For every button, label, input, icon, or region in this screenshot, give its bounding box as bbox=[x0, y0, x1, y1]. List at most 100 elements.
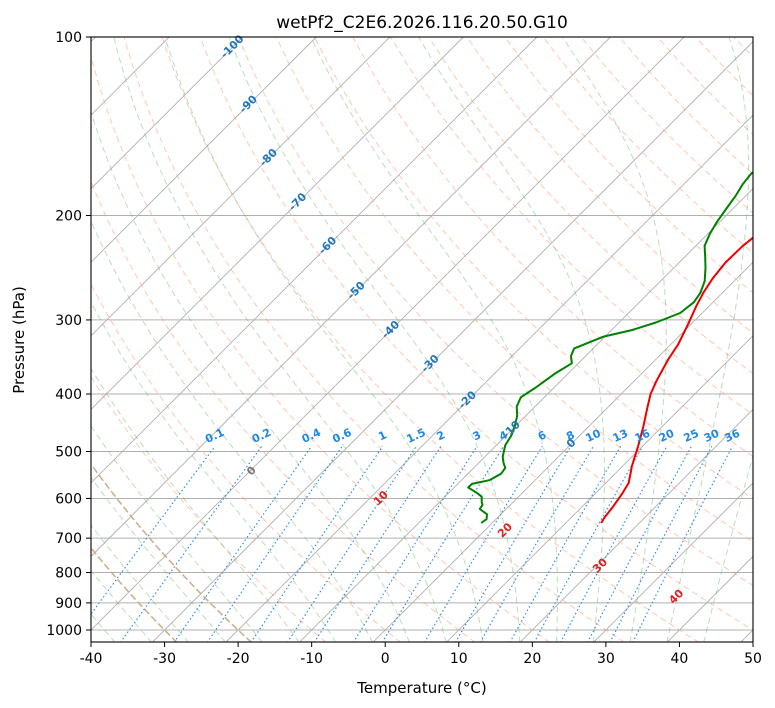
mixing-ratio-label: 36 bbox=[723, 427, 743, 445]
dry-adiabat-line bbox=[352, 37, 753, 458]
moist-adiabat-line bbox=[666, 37, 750, 642]
mixing-ratio-label: 0.1 bbox=[203, 426, 226, 446]
chart-title: wetPf2_C2E6.2026.116.20.50.G10 bbox=[276, 13, 568, 33]
mixing-ratio-label: 0.6 bbox=[330, 426, 353, 446]
isotherm-label: -30 bbox=[419, 352, 442, 375]
isotherm-label: -20 bbox=[456, 388, 479, 411]
mixing-ratio-line bbox=[424, 446, 543, 642]
dry-adiabat-highlight bbox=[91, 462, 253, 642]
x-tick-label: 50 bbox=[744, 651, 762, 667]
isotherm-line bbox=[446, 335, 753, 642]
moist-adiabat-line bbox=[164, 37, 484, 642]
mixing-ratio-label: 6 bbox=[536, 428, 549, 443]
isotherm-line bbox=[91, 37, 538, 484]
isotherm-label: -40 bbox=[379, 318, 402, 341]
mixing-ratio-line bbox=[533, 446, 644, 642]
mixing-ratio-line bbox=[313, 445, 442, 642]
isotherm-line bbox=[91, 37, 317, 263]
mixing-ratio-label: 1.5 bbox=[405, 426, 428, 446]
isotherm-line bbox=[91, 37, 611, 558]
y-tick-label: 1000 bbox=[46, 623, 82, 639]
mixing-ratio-line bbox=[250, 445, 384, 642]
dry-adiabat-line bbox=[91, 463, 252, 642]
dry-adiabat-line bbox=[695, 37, 753, 97]
isotherm-label: -50 bbox=[345, 279, 368, 302]
dry-adiabat-line bbox=[91, 180, 476, 642]
dry-adiabat-line bbox=[161, 37, 700, 642]
mixing-ratio-line bbox=[120, 445, 263, 642]
isotherm-line bbox=[372, 261, 753, 642]
mixing-ratio-line bbox=[173, 445, 312, 642]
moist-adiabat-line bbox=[310, 37, 558, 642]
isotherm-line bbox=[91, 37, 685, 631]
mixing-ratio-label: 16 bbox=[633, 427, 653, 445]
moist-adiabat-line bbox=[91, 110, 410, 642]
x-tick-label: 20 bbox=[523, 651, 541, 667]
mixing-ratio-label: 1 bbox=[376, 428, 388, 443]
isotherm-line bbox=[666, 555, 753, 642]
mixing-ratio-label: 0.4 bbox=[300, 426, 323, 446]
dewpoint-profile-line bbox=[467, 171, 753, 524]
x-tick-label: -20 bbox=[227, 651, 250, 667]
x-tick-label: 40 bbox=[671, 651, 689, 667]
y-tick-label: 700 bbox=[55, 531, 82, 547]
y-tick-label: 800 bbox=[55, 566, 82, 582]
isotherm-line bbox=[91, 37, 391, 337]
moist-adiabat-line bbox=[91, 569, 153, 642]
mixing-ratio-line bbox=[381, 446, 505, 642]
mixing-ratio-line bbox=[609, 446, 713, 642]
x-tick-label: 0 bbox=[381, 651, 390, 667]
dry-adiabat-line bbox=[466, 37, 753, 334]
y-axis: 1000 900 800 700 600 500 400 300 200 100 bbox=[46, 30, 91, 639]
isotherm-label: -90 bbox=[237, 92, 260, 115]
dry-adiabat-line bbox=[237, 37, 753, 587]
x-tick-label: -40 bbox=[80, 651, 103, 667]
isotherm-label: -60 bbox=[316, 234, 339, 257]
mixing-ratio-line bbox=[287, 445, 417, 642]
moist-adiabat-line bbox=[91, 425, 263, 642]
moist-adiabat-label: 0 bbox=[244, 463, 259, 478]
y-tick-label: 900 bbox=[55, 596, 82, 612]
temperature-profile-line bbox=[600, 236, 753, 524]
moist-adiabat-line bbox=[91, 476, 226, 642]
moist-adiabat-line bbox=[228, 37, 521, 642]
moist-adiabat-line bbox=[418, 37, 605, 642]
mixing-ratio-line bbox=[206, 445, 343, 642]
y-tick-label: 400 bbox=[55, 387, 82, 403]
isotherm-line bbox=[225, 114, 753, 642]
dry-adiabat-line bbox=[199, 37, 753, 631]
y-tick-label: 200 bbox=[55, 209, 82, 225]
moist-adiabat-label: 40 bbox=[666, 586, 686, 606]
moist-adiabat-line bbox=[91, 367, 300, 642]
mixing-ratio-label: 20 bbox=[657, 427, 677, 445]
isotherm-line bbox=[519, 408, 753, 642]
moist-adiabat-line bbox=[91, 524, 189, 642]
isotherm-line bbox=[91, 37, 243, 190]
dry-adiabat-line bbox=[91, 283, 401, 642]
x-tick-label: 10 bbox=[450, 651, 468, 667]
x-tick-label: 30 bbox=[597, 651, 615, 667]
mixing-ratio-line bbox=[353, 445, 478, 642]
y-tick-label: 100 bbox=[55, 30, 82, 46]
mixing-ratio-line bbox=[509, 446, 622, 642]
isotherm-label: -80 bbox=[257, 146, 280, 169]
isotherm-line bbox=[151, 40, 753, 642]
mixing-ratio-label: 10 bbox=[583, 427, 603, 445]
dry-adiabat-line bbox=[504, 37, 753, 294]
moist-adiabat-label: 20 bbox=[495, 520, 515, 540]
dry-adiabat-line bbox=[275, 37, 753, 543]
background-lines bbox=[91, 37, 753, 642]
mixing-ratio-label: 13 bbox=[611, 427, 630, 445]
moist-adiabat-line bbox=[703, 454, 753, 642]
plot-frame bbox=[90, 36, 754, 643]
mixing-ratio-line bbox=[632, 446, 733, 642]
x-tick-label: -30 bbox=[153, 651, 176, 667]
moist-adiabat-line bbox=[91, 301, 337, 642]
moist-adiabat-line bbox=[562, 37, 667, 642]
y-tick-label: 600 bbox=[55, 491, 82, 507]
mixing-ratio-label: 2 bbox=[435, 428, 447, 443]
y-axis-label: Pressure (hPa) bbox=[10, 286, 28, 394]
x-axis: -40 -30 -20 -10 0 10 20 30 40 50 bbox=[80, 642, 762, 667]
isotherm-line bbox=[91, 37, 464, 410]
